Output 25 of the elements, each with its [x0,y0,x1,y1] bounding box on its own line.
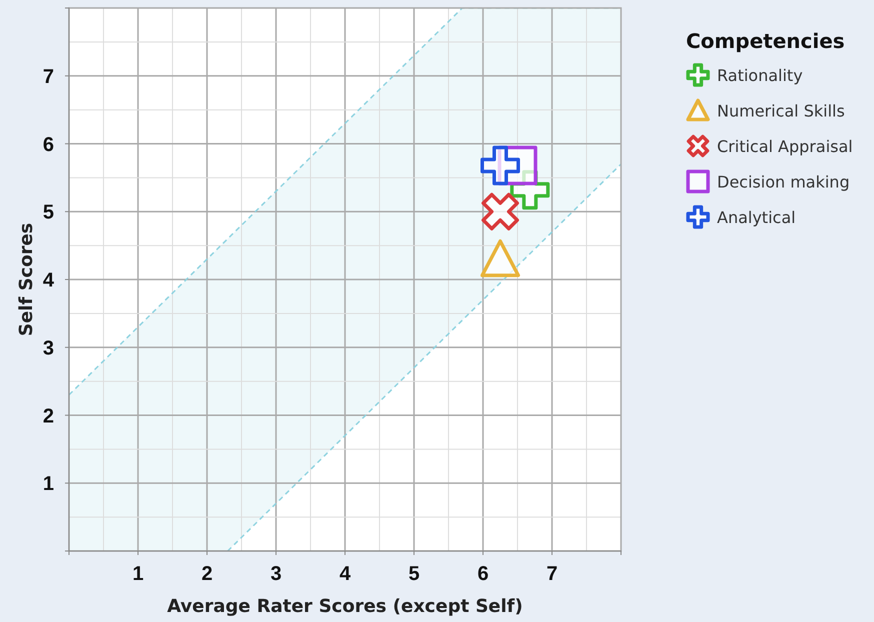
y-tick-label: 7 [42,66,54,88]
x-tick-label: 2 [201,563,213,585]
y-tick-label: 2 [42,405,54,428]
y-axis-title: Self Scores [16,222,37,336]
y-tick-label: 1 [42,473,54,496]
x-tick-label: 5 [408,563,420,585]
legend-label: Rationality [717,66,803,85]
legend-label: Critical Appraisal [717,137,853,156]
x-tick-label: 7 [546,563,558,585]
y-tick-label: 6 [42,134,54,156]
legend-label: Analytical [717,208,796,227]
legend-label: Numerical Skills [717,102,845,120]
point [480,239,520,278]
x-tick-label: 1 [132,563,144,585]
point [480,146,520,186]
y-tick-label: 5 [42,202,54,224]
legend-title: Competencies [686,29,845,53]
x-tick-label: 3 [270,563,282,585]
legend-label: Decision making [717,172,850,192]
x-tick-label: 4 [339,563,352,585]
x-axis-title: Average Rater Scores (except Self) [167,596,523,617]
point [482,192,519,230]
y-tick-label: 3 [42,337,54,360]
y-tick-label: 4 [42,270,55,292]
x-tick-label: 6 [477,563,489,585]
